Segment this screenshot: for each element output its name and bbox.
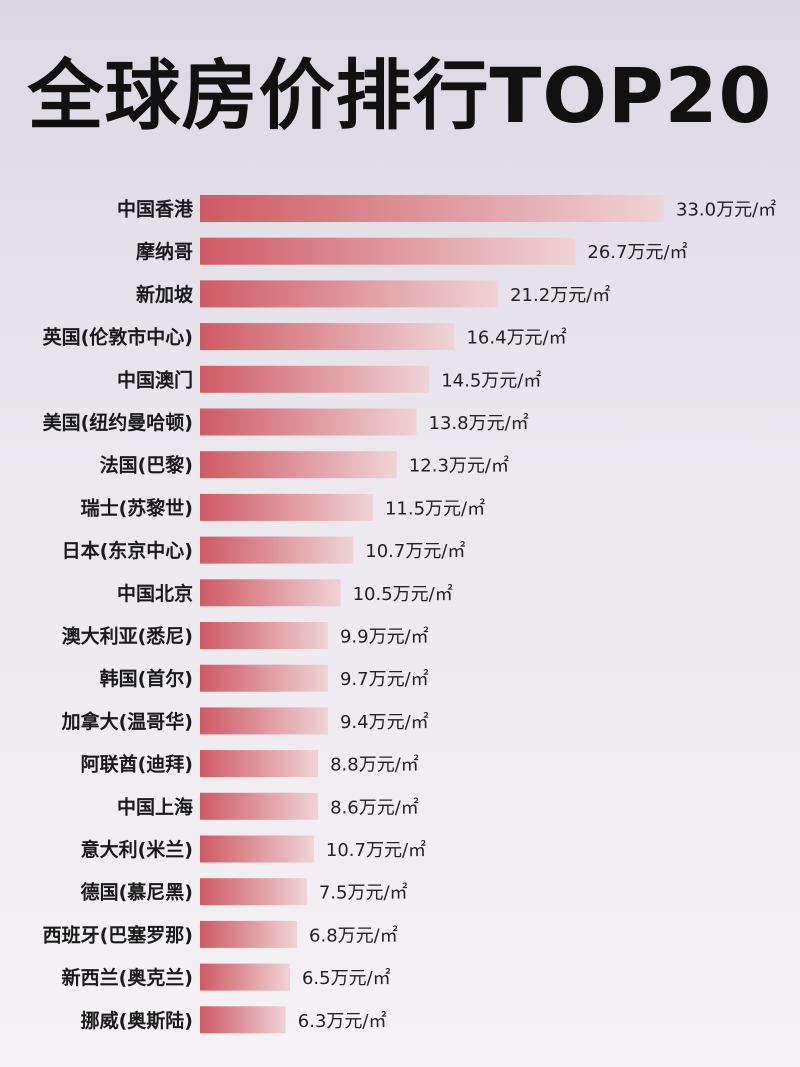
value-label: 10.7万元/㎡ — [365, 540, 465, 562]
bar — [200, 792, 319, 820]
category-label: 瑞士(苏黎世) — [81, 496, 193, 519]
bar — [200, 493, 373, 521]
bar — [200, 707, 328, 735]
bar — [200, 920, 298, 948]
bar — [200, 1006, 286, 1034]
bar — [200, 536, 354, 564]
bar — [200, 664, 328, 692]
bar — [200, 195, 664, 222]
value-label: 26.7万元/㎡ — [587, 241, 687, 263]
bar — [200, 323, 455, 351]
value-label: 7.5万元/㎡ — [319, 882, 408, 904]
category-label: 中国北京 — [117, 582, 193, 605]
value-label: 9.7万元/㎡ — [340, 668, 429, 690]
category-label: 新西兰(奥克兰) — [62, 966, 193, 989]
category-label: 新加坡 — [136, 283, 194, 306]
category-label: 加拿大(温哥华) — [61, 710, 193, 733]
category-label: 意大利(米兰) — [81, 838, 193, 861]
value-label: 9.4万元/㎡ — [340, 711, 429, 733]
bar — [200, 408, 417, 436]
bar — [200, 237, 576, 265]
bar — [200, 579, 341, 607]
chart-title: 全球房价排行TOP20 — [27, 51, 773, 140]
value-label: 8.6万元/㎡ — [330, 796, 419, 818]
value-label: 33.0万元/㎡ — [676, 199, 776, 221]
category-label: 日本(东京中心) — [62, 539, 193, 562]
bar — [200, 750, 319, 778]
category-label: 中国香港 — [117, 198, 194, 221]
bar — [200, 878, 307, 906]
bar — [200, 835, 314, 863]
category-label: 法国(巴黎) — [100, 454, 193, 477]
value-label: 6.3万元/㎡ — [298, 1010, 387, 1032]
value-label: 6.5万元/㎡ — [302, 967, 391, 989]
bar — [200, 963, 290, 991]
bar — [200, 622, 328, 649]
bar — [200, 280, 499, 308]
category-label: 挪威(奥斯陆) — [81, 1009, 193, 1032]
value-label: 13.8万元/㎡ — [429, 412, 529, 434]
bar — [200, 365, 430, 393]
value-label: 14.5万元/㎡ — [441, 369, 541, 391]
category-label: 中国上海 — [117, 795, 193, 818]
category-label: 中国澳门 — [117, 368, 193, 391]
value-label: 21.2万元/㎡ — [510, 284, 610, 306]
category-label: 美国(纽约曼哈顿) — [43, 411, 193, 434]
value-label: 12.3万元/㎡ — [409, 455, 509, 477]
category-label: 澳大利亚(悉尼) — [62, 625, 193, 648]
category-label: 德国(慕尼黑) — [81, 881, 193, 904]
category-label: 西班牙(巴塞罗那) — [43, 923, 193, 946]
value-label: 16.4万元/㎡ — [466, 327, 566, 349]
value-label: 10.5万元/㎡ — [353, 583, 453, 605]
value-label: 11.5万元/㎡ — [385, 497, 485, 519]
value-label: 10.7万元/㎡ — [326, 839, 426, 861]
value-label: 8.8万元/㎡ — [330, 754, 419, 776]
bar — [200, 451, 397, 479]
category-label: 阿联酋(迪拜) — [81, 753, 193, 776]
category-label: 韩国(首尔) — [100, 667, 193, 690]
category-label: 摩纳哥 — [136, 240, 193, 263]
value-label: 6.8万元/㎡ — [309, 924, 398, 946]
category-label: 英国(伦敦市中心) — [43, 326, 193, 349]
value-label: 9.9万元/㎡ — [340, 626, 429, 648]
